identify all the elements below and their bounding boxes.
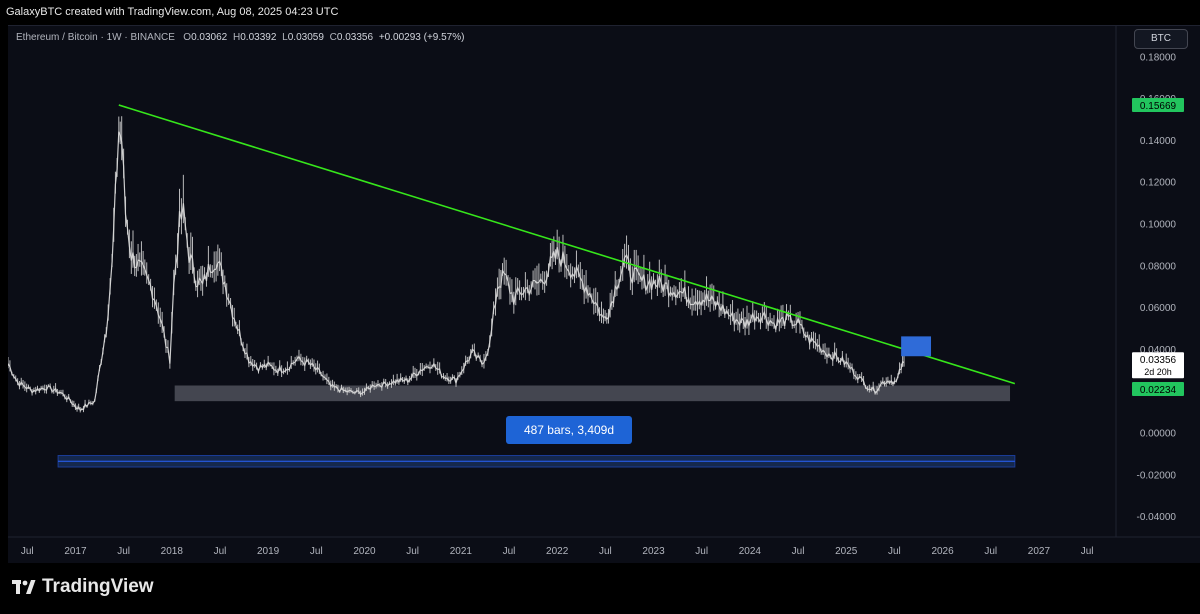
y-tick-label: -0.02000 [1137, 470, 1177, 481]
x-tick-label: Jul [310, 546, 323, 557]
high-label: H [233, 32, 241, 43]
last-price-badge-text: 0.03356 [1140, 355, 1177, 366]
x-tick-label: 2023 [642, 546, 665, 557]
y-tick-label: 0.08000 [1140, 261, 1177, 272]
open-label: O [183, 32, 192, 43]
y-tick-label: -0.04000 [1137, 512, 1177, 523]
green-top-badge-text: 0.15669 [1140, 101, 1177, 112]
symbol-legend: Ethereum / Bitcoin · 1W · BINANCE O0.030… [16, 32, 467, 43]
green-bottom-badge-text: 0.02234 [1140, 385, 1177, 396]
green-top-badge-bg [1132, 98, 1184, 113]
x-tick-label: Jul [214, 546, 227, 557]
green-bottom-badge-bg [1132, 381, 1184, 396]
price-chart[interactable]: 0.180000.160000.140000.120000.100000.080… [8, 25, 1200, 563]
x-tick-label: 2025 [835, 546, 858, 557]
x-tick-label: 2019 [257, 546, 280, 557]
x-tick-label: 2017 [64, 546, 87, 557]
x-tick-label: 2027 [1028, 546, 1051, 557]
x-tick-label: Jul [599, 546, 612, 557]
footer [0, 563, 1200, 614]
measure-label: 487 bars, 3,409d [506, 416, 632, 444]
support-zone [174, 385, 1011, 402]
x-tick-label: Jul [888, 546, 901, 557]
x-tick-label: 2024 [739, 546, 762, 557]
open-value: 0.03062 [191, 32, 228, 43]
low-label: L [282, 32, 288, 43]
y-tick-label: 0.04000 [1140, 345, 1177, 356]
chart-frame [8, 25, 1200, 564]
close-label: C [329, 32, 337, 43]
high-value: 0.03392 [240, 32, 277, 43]
close-value: 0.03356 [336, 32, 374, 43]
price-series-line [8, 131, 905, 412]
y-tick-label: 0.10000 [1140, 220, 1177, 231]
low-value: 0.03059 [287, 32, 324, 43]
x-tick-label: Jul [695, 546, 708, 557]
x-tick-label: Jul [117, 546, 130, 557]
brand-name: TradingView [42, 576, 154, 597]
x-tick-label: 2022 [546, 546, 569, 557]
target-box [901, 336, 932, 357]
trendline [118, 104, 1016, 385]
x-tick-label: 2018 [161, 546, 184, 557]
x-tick-label: 2026 [931, 546, 954, 557]
symbol-name[interactable]: Ethereum / Bitcoin · 1W · BINANCE [16, 32, 175, 43]
top-bar: GalaxyBTC created with TradingView.com, … [0, 0, 1200, 24]
x-tick-label: 2020 [353, 546, 376, 557]
change-value: +0.00293 (+9.57%) [378, 32, 465, 43]
y-tick-label: 0.12000 [1140, 178, 1177, 189]
tradingview-logo-icon [12, 580, 36, 594]
x-tick-label: Jul [21, 546, 34, 557]
x-tick-label: Jul [503, 546, 516, 557]
chart-caption: GalaxyBTC created with TradingView.com, … [6, 6, 339, 18]
last-price-badge-bg [1132, 352, 1184, 379]
x-tick-label: Jul [406, 546, 419, 557]
x-tick-label: Jul [792, 546, 805, 557]
y-tick-label: 0.18000 [1140, 52, 1177, 63]
y-tick-label: 0.14000 [1140, 136, 1177, 147]
currency-button[interactable]: BTC [1134, 29, 1188, 49]
x-tick-label: Jul [984, 546, 997, 557]
y-tick-label: 0.06000 [1140, 303, 1177, 314]
x-tick-label: Jul [1081, 546, 1094, 557]
tradingview-brand[interactable]: TradingView [12, 576, 154, 598]
last-price-badge-countdown: 2d 20h [1144, 367, 1172, 377]
y-tick-label: 0.00000 [1140, 429, 1177, 440]
x-tick-label: 2021 [450, 546, 473, 557]
